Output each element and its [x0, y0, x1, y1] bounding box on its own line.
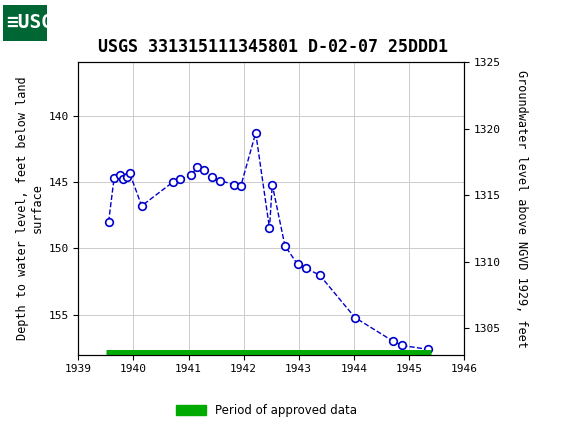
- Y-axis label: Depth to water level, feet below land
surface: Depth to water level, feet below land su…: [16, 77, 44, 341]
- Text: USGS 331315111345801 D-02-07 25DDD1: USGS 331315111345801 D-02-07 25DDD1: [97, 38, 448, 56]
- Legend: Period of approved data: Period of approved data: [172, 399, 362, 422]
- Text: ≡USGS: ≡USGS: [6, 13, 64, 32]
- Bar: [3, 3, 55, 42]
- Y-axis label: Groundwater level above NGVD 1929, feet: Groundwater level above NGVD 1929, feet: [514, 70, 528, 347]
- Bar: [3, 4, 47, 41]
- Text: USGS: USGS: [3, 14, 71, 31]
